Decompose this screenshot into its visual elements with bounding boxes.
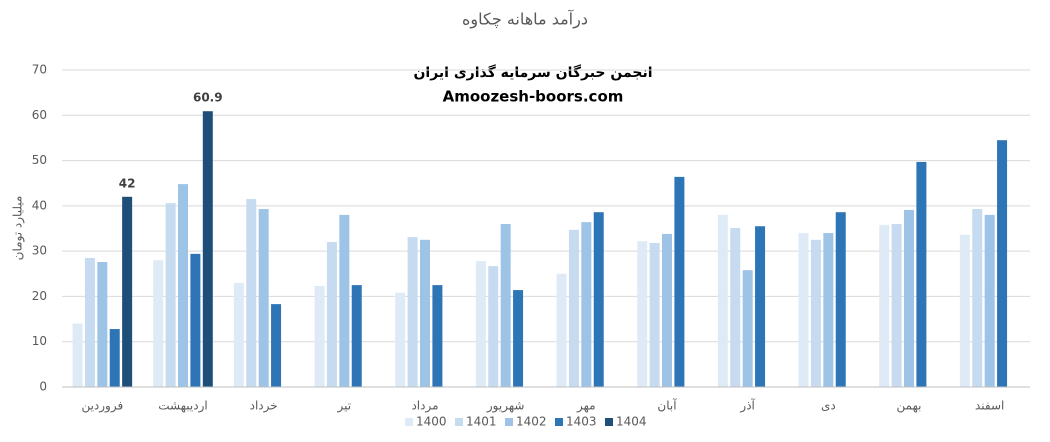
y-tick-label: 0 [39, 380, 47, 394]
bar [649, 242, 660, 387]
data-label: 42 [119, 176, 136, 190]
legend-swatch [605, 418, 613, 426]
y-tick-label: 30 [32, 244, 47, 258]
watermark: Amoozesh-boors.com [443, 88, 624, 106]
y-tick-label: 60 [32, 108, 47, 122]
y-tick-label: 50 [32, 153, 47, 167]
bar [97, 262, 108, 387]
y-tick-label: 70 [32, 63, 47, 77]
bar [432, 285, 443, 387]
bar [959, 234, 970, 387]
bar [475, 261, 486, 387]
x-tick-label: دی [821, 399, 836, 413]
legend-swatch [505, 418, 513, 426]
bar [593, 212, 604, 387]
bar [153, 260, 164, 387]
bar [755, 226, 766, 387]
bar [178, 184, 188, 387]
bar [674, 176, 685, 387]
bar [165, 203, 176, 387]
bar [326, 242, 337, 387]
x-tick-label: بهمن [897, 399, 922, 414]
bar [72, 323, 83, 387]
legend-swatch [405, 418, 413, 426]
bar [879, 224, 890, 387]
bar [823, 233, 834, 387]
bar [662, 233, 672, 387]
x-tick-label: شهریور [486, 399, 525, 414]
bar [916, 161, 927, 387]
legend-label: 1403 [566, 415, 597, 429]
bar [742, 270, 753, 387]
x-tick-label: مهر [576, 399, 596, 414]
legend-swatch [555, 418, 563, 426]
bar [271, 304, 282, 387]
bar [488, 266, 499, 387]
bar [972, 209, 983, 387]
x-tick-label: مرداد [411, 399, 438, 414]
bar [233, 282, 244, 387]
bar [997, 140, 1008, 387]
x-tick-label: تیر [337, 399, 352, 414]
bar [798, 233, 809, 387]
bar [568, 229, 579, 387]
watermark: انجمن خبرگان سرمایه گذاری ایران [413, 64, 652, 81]
legend-label: 1404 [616, 415, 647, 429]
y-tick-label: 40 [32, 198, 47, 212]
x-tick-label: فروردین [81, 399, 123, 414]
legend-label: 1402 [516, 415, 547, 429]
y-tick-label: 10 [32, 334, 47, 348]
bar [420, 239, 430, 387]
chart-title: درآمد ماهانه چکاوه [462, 10, 588, 30]
bar [395, 292, 406, 387]
bar [351, 285, 362, 387]
bar [984, 214, 995, 387]
bar [835, 212, 846, 387]
bar [339, 214, 350, 387]
bar [246, 199, 257, 387]
legend-swatch [455, 418, 463, 426]
bar [122, 196, 133, 387]
bar [891, 223, 902, 387]
bar [407, 237, 418, 387]
bar [314, 286, 325, 387]
bar [109, 329, 120, 387]
bar [258, 209, 269, 387]
x-tick-label: آذر [739, 398, 755, 414]
bar [581, 222, 592, 387]
bar [637, 241, 648, 387]
bar [513, 290, 524, 387]
legend-label: 1401 [466, 415, 497, 429]
legend-label: 1400 [416, 415, 447, 429]
x-tick-label: خرداد [250, 399, 278, 414]
bar [202, 111, 213, 388]
bar [500, 223, 511, 387]
x-tick-label: اردیبهشت [158, 399, 207, 414]
x-tick-label: آبان [657, 398, 677, 413]
bar [84, 257, 95, 387]
bar [190, 253, 201, 387]
data-label: 60.9 [193, 91, 223, 105]
x-tick-label: اسفند [975, 399, 1004, 413]
bar [904, 209, 914, 387]
bar [730, 228, 741, 387]
bar [717, 214, 728, 387]
y-tick-label: 20 [32, 289, 47, 303]
bar [556, 273, 567, 387]
y-axis-label: میلیارد تومان [11, 196, 26, 261]
bar [810, 239, 821, 387]
